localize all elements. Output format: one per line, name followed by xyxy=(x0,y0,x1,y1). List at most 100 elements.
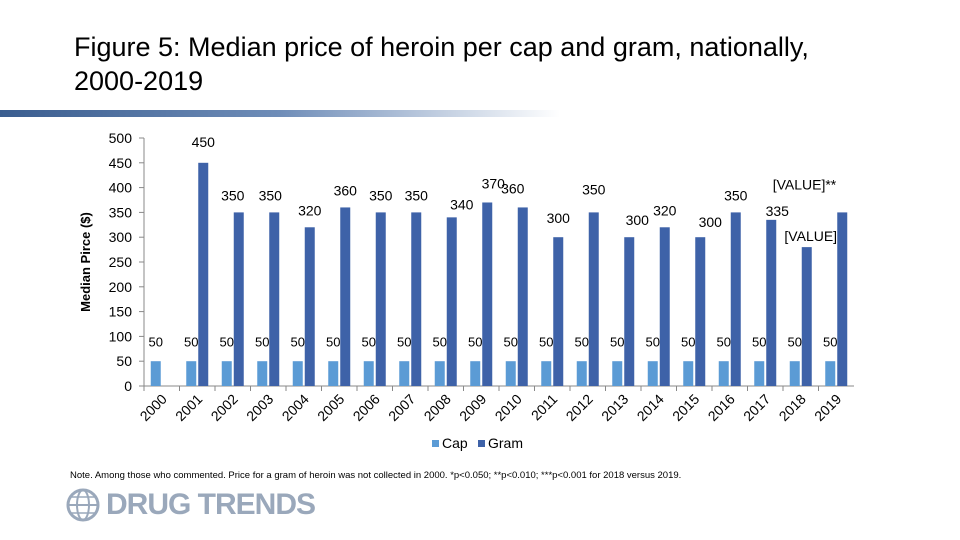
data-label-gram: [VALUE] xyxy=(784,228,837,244)
x-tick-label: 2018 xyxy=(776,391,809,424)
bar-gram xyxy=(198,162,209,386)
y-tick-label: 450 xyxy=(109,155,133,171)
data-label-gram: 360 xyxy=(334,182,358,198)
data-label-gram: 350 xyxy=(369,187,393,203)
x-tick-label: 2015 xyxy=(669,391,702,424)
data-label-cap: 50 xyxy=(788,334,802,349)
bar-gram xyxy=(340,207,351,386)
y-tick-label: 300 xyxy=(109,229,133,245)
bar-gram xyxy=(482,202,493,386)
bar-cap xyxy=(576,361,587,386)
data-label-cap: 50 xyxy=(752,334,766,349)
bar-gram xyxy=(624,237,635,386)
bar-cap xyxy=(825,361,836,386)
bar-cap xyxy=(789,361,800,386)
bar-gram xyxy=(695,237,706,386)
y-tick-label: 350 xyxy=(109,204,133,220)
x-tick-label: 2007 xyxy=(385,391,418,424)
data-label-gram: 450 xyxy=(192,134,216,150)
bar-cap xyxy=(328,361,339,386)
data-label-cap: 50 xyxy=(681,334,695,349)
data-label-cap: 50 xyxy=(362,334,376,349)
x-tick-label: 2006 xyxy=(350,391,383,424)
data-label-cap: 50 xyxy=(220,334,234,349)
page-title: Figure 5: Median price of heroin per cap… xyxy=(74,32,809,96)
bar-cap xyxy=(257,361,268,386)
data-label-cap: 50 xyxy=(397,334,411,349)
data-label-gram: 350 xyxy=(259,187,283,203)
x-tick-label: 2012 xyxy=(563,391,596,424)
bar-cap xyxy=(683,361,694,386)
data-label-cap: 50 xyxy=(291,334,305,349)
bar-cap xyxy=(505,361,516,386)
x-tick-label: 2014 xyxy=(634,391,667,424)
bar-cap xyxy=(647,361,658,386)
data-label-cap: 50 xyxy=(646,334,660,349)
bar-cap xyxy=(541,361,552,386)
bar-gram xyxy=(375,212,386,386)
x-tick-label: 2001 xyxy=(172,391,205,424)
data-label-gram: 360 xyxy=(501,180,525,196)
bar-gram xyxy=(766,219,777,386)
bar-cap xyxy=(612,361,623,386)
bar-gram xyxy=(801,247,812,386)
bar-cap xyxy=(718,361,729,386)
bar-gram xyxy=(837,212,848,386)
y-tick-label: 200 xyxy=(109,279,133,295)
y-tick-label: 150 xyxy=(109,304,133,320)
x-tick-label: 2005 xyxy=(314,391,347,424)
bar-gram xyxy=(553,237,564,386)
x-tick-label: 2009 xyxy=(456,391,489,424)
data-label-cap: 50 xyxy=(823,334,837,349)
chart-note: Note. Among those who commented. Price f… xyxy=(70,470,682,481)
x-tick-label: 2003 xyxy=(243,391,276,424)
y-axis-title: Median Pirce ($) xyxy=(78,212,93,312)
x-tick-label: 2010 xyxy=(492,391,525,424)
y-tick-label: 100 xyxy=(109,328,133,344)
bar-cap xyxy=(754,361,765,386)
bar-gram xyxy=(269,212,280,386)
title-underline xyxy=(0,110,560,117)
data-label-gram: 350 xyxy=(221,187,245,203)
data-label-gram: 370 xyxy=(482,175,506,191)
bar-gram xyxy=(730,212,741,386)
bar-cap xyxy=(186,361,197,386)
data-label-cap: 50 xyxy=(468,334,482,349)
legend-label-cap: Cap xyxy=(442,435,468,451)
bar-gram xyxy=(304,227,315,386)
y-tick-label: 250 xyxy=(109,254,133,270)
data-label-gram: 300 xyxy=(626,212,650,228)
data-label-cap: 50 xyxy=(504,334,518,349)
x-tick-label: 2000 xyxy=(137,391,170,424)
data-label-cap: 50 xyxy=(326,334,340,349)
x-tick-label: 2013 xyxy=(598,391,631,424)
x-tick-label: 2016 xyxy=(705,391,738,424)
bar-cap xyxy=(399,361,410,386)
bar-cap xyxy=(292,361,303,386)
data-label-gram: 350 xyxy=(582,181,606,197)
y-tick-label: 50 xyxy=(116,353,132,369)
data-label-cap: 50 xyxy=(717,334,731,349)
data-label-cap: 50 xyxy=(539,334,553,349)
x-tick-label: 2011 xyxy=(528,391,561,424)
bar-cap xyxy=(434,361,445,386)
data-label-gram: 320 xyxy=(653,202,677,218)
bar-cap xyxy=(221,361,232,386)
y-tick-label: 400 xyxy=(109,180,133,196)
data-label-gram: [VALUE]** xyxy=(773,177,837,193)
bar-gram xyxy=(446,217,457,386)
legend-label-gram: Gram xyxy=(488,435,523,451)
data-label-gram: 300 xyxy=(699,214,723,230)
data-label-gram: 335 xyxy=(766,203,790,219)
y-tick-label: 0 xyxy=(124,378,132,394)
bar-cap xyxy=(150,361,161,386)
x-tick-label: 2002 xyxy=(208,391,241,424)
legend-swatch-gram xyxy=(478,440,485,447)
bar-gram xyxy=(517,207,528,386)
data-label-cap: 50 xyxy=(610,334,624,349)
data-label-gram: 350 xyxy=(724,187,748,203)
data-label-cap: 50 xyxy=(433,334,447,349)
data-label-gram: 340 xyxy=(450,196,474,212)
y-tick-label: 500 xyxy=(109,130,133,146)
bar-gram xyxy=(588,212,599,386)
